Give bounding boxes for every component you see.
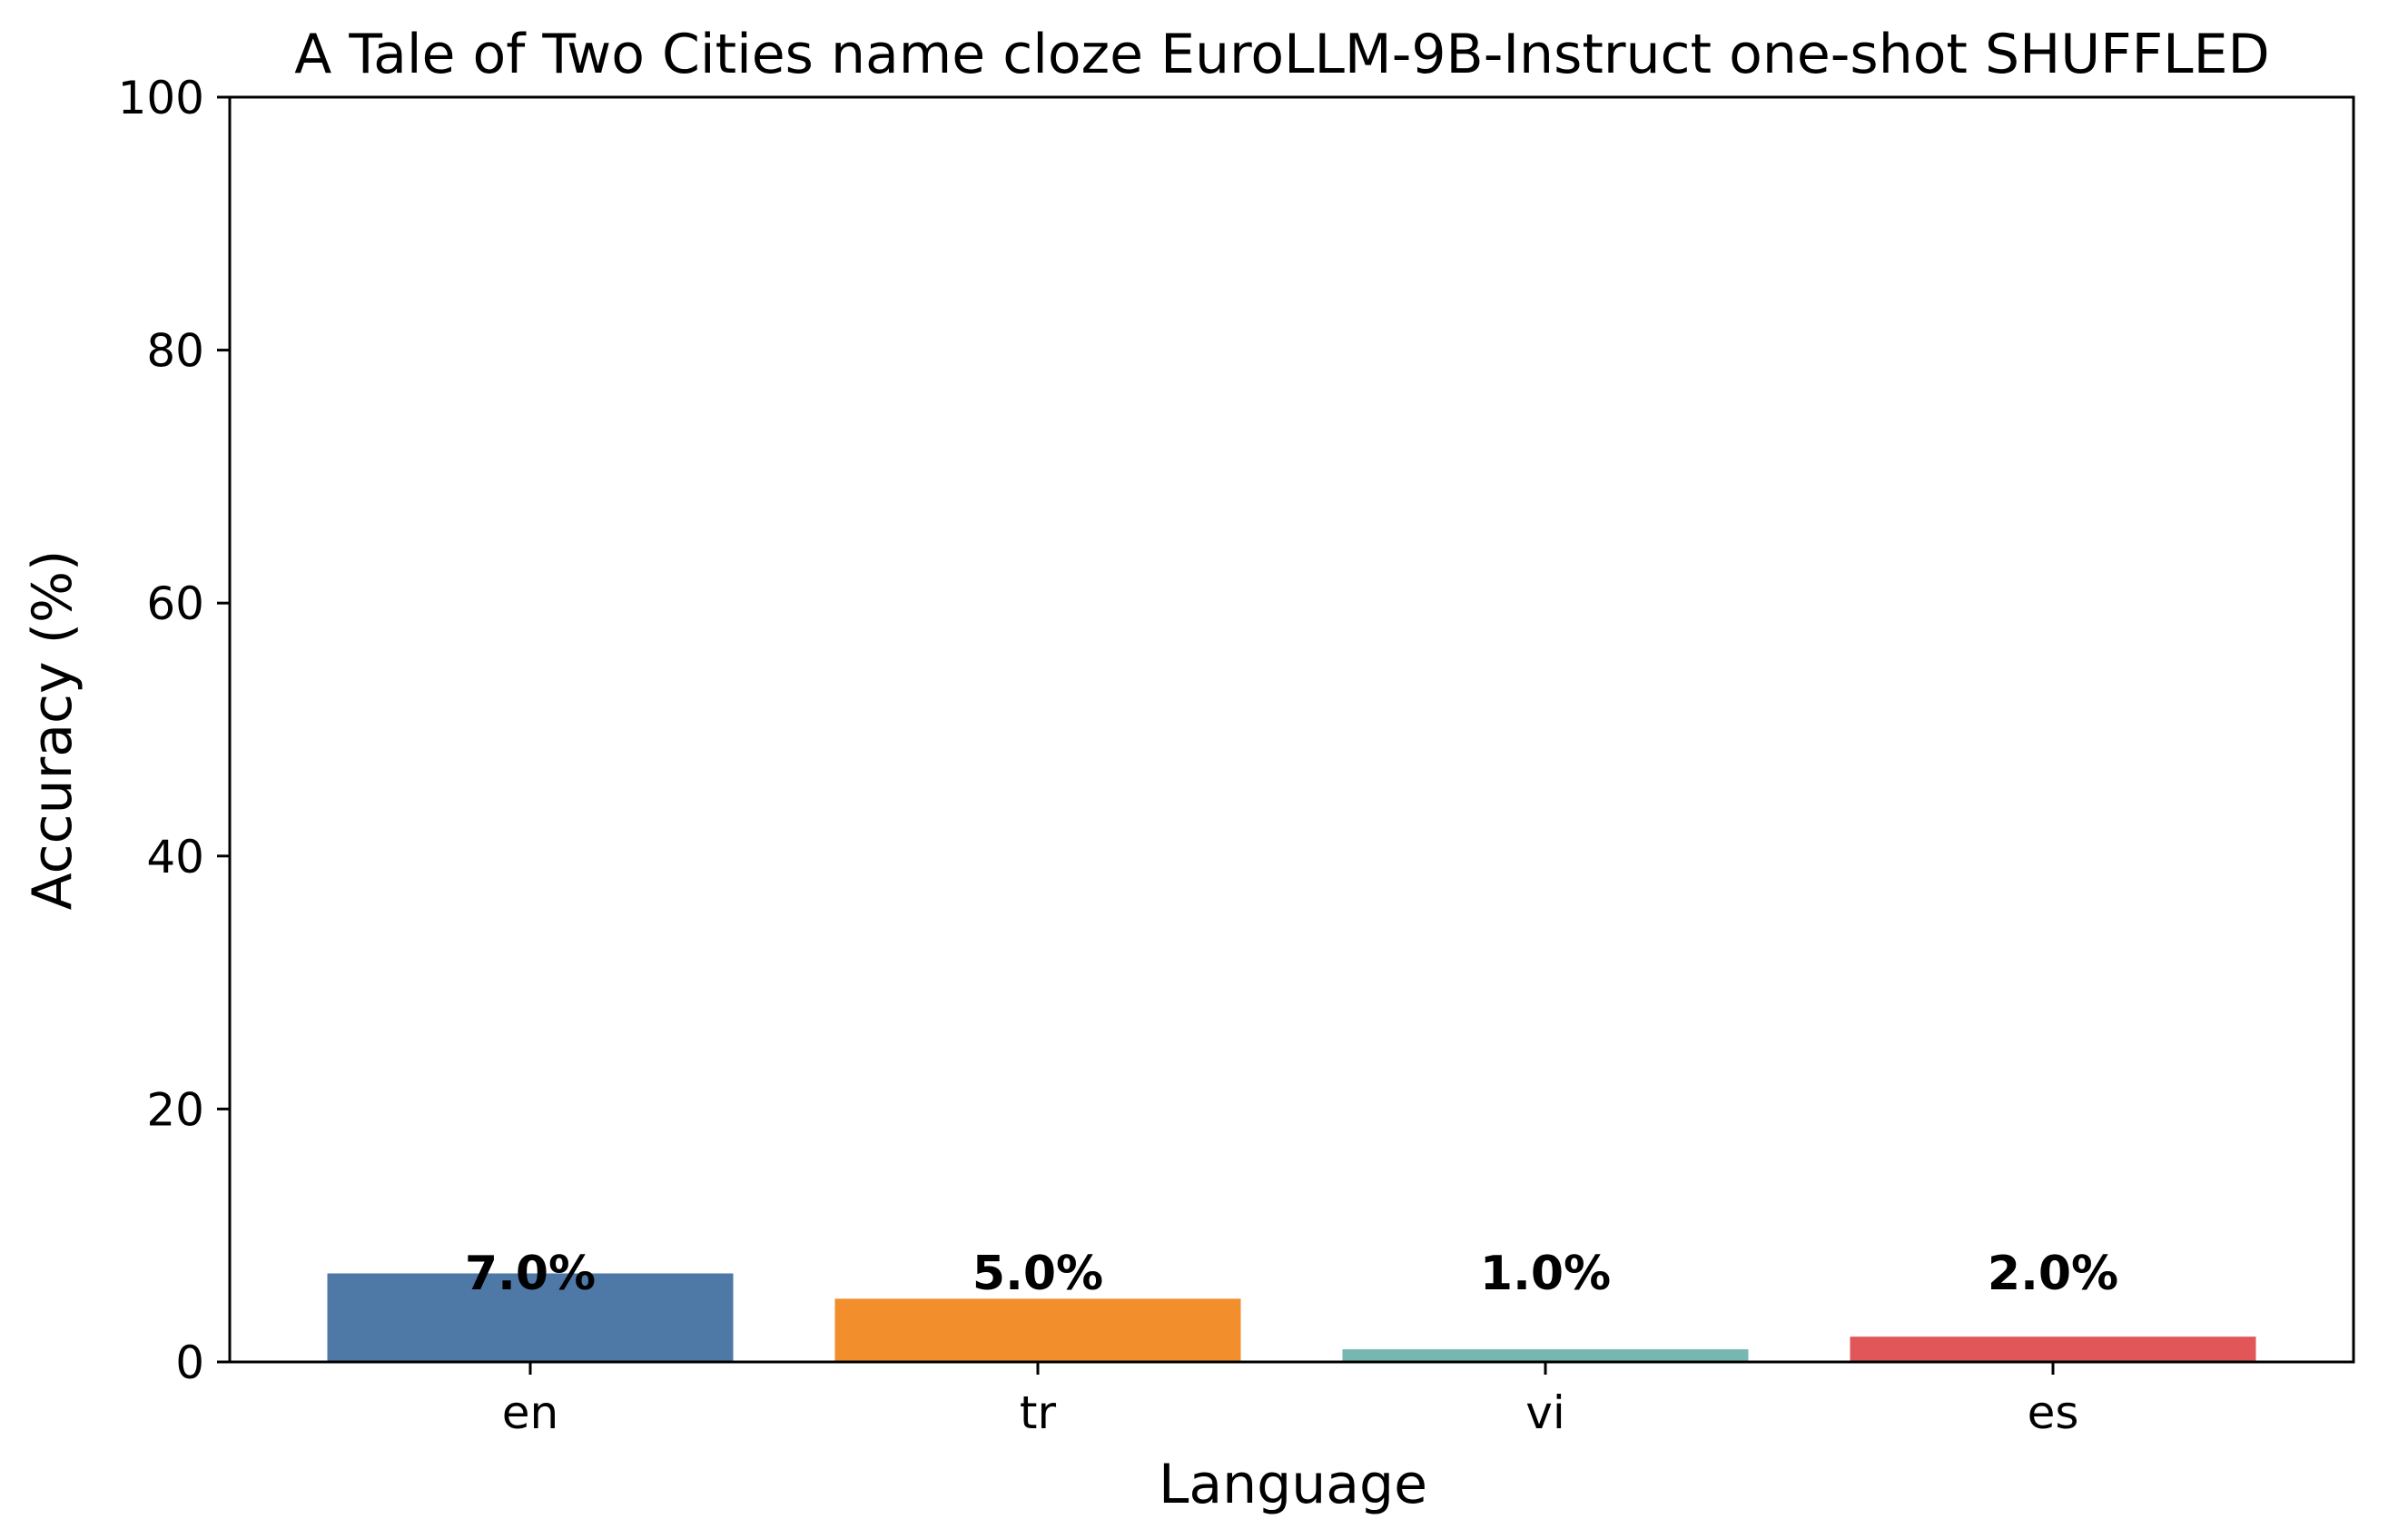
x-axis-label: Language — [1159, 1453, 1427, 1516]
data-label-es: 2.0% — [1988, 1247, 2118, 1301]
y-tick-label-80: 80 — [146, 325, 204, 378]
y-tick-label-60: 60 — [146, 577, 204, 630]
y-axis-label: Accuracy (%) — [21, 550, 84, 911]
bar-vi — [1342, 1349, 1749, 1362]
bars-layer — [327, 1273, 2256, 1362]
y-tick-label-40: 40 — [146, 831, 204, 883]
data-label-vi: 1.0% — [1480, 1247, 1611, 1301]
y-tick-label-0: 0 — [175, 1337, 204, 1389]
y-axis-ticks: 0 20 40 60 80 100 — [118, 72, 230, 1389]
bar-en — [327, 1273, 734, 1362]
data-label-tr: 5.0% — [972, 1247, 1103, 1301]
x-tick-label-tr: tr — [1020, 1386, 1057, 1439]
chart-title: A Tale of Two Cities name cloze EuroLLM-… — [294, 23, 2269, 86]
data-labels-layer: 7.0% 5.0% 1.0% 2.0% — [465, 1247, 2118, 1301]
x-tick-label-vi: vi — [1525, 1386, 1564, 1439]
x-tick-label-en: en — [502, 1386, 558, 1439]
bar-tr — [834, 1298, 1241, 1362]
y-tick-label-20: 20 — [146, 1083, 204, 1136]
bar-es — [1850, 1337, 2256, 1362]
y-tick-label-100: 100 — [118, 72, 204, 124]
x-tick-label-es: es — [2028, 1386, 2079, 1439]
data-label-en: 7.0% — [465, 1247, 596, 1301]
plot-area-frame — [228, 95, 2355, 1364]
x-axis-ticks: en tr vi es — [502, 1362, 2079, 1439]
